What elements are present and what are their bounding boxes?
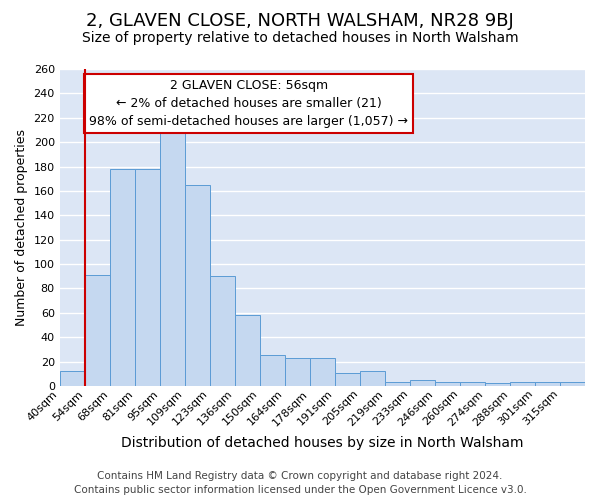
Bar (160, 131, 185, 386)
Bar (360, 372, 385, 386)
Text: Contains HM Land Registry data © Crown copyright and database right 2024.
Contai: Contains HM Land Registry data © Crown c… (74, 471, 526, 495)
Bar (410, 380, 435, 386)
X-axis label: Distribution of detached houses by size in North Walsham: Distribution of detached houses by size … (121, 436, 524, 450)
Bar (235, 315, 260, 386)
Bar (385, 382, 410, 386)
Bar (510, 382, 535, 386)
Bar (285, 358, 310, 386)
Text: Size of property relative to detached houses in North Walsham: Size of property relative to detached ho… (82, 31, 518, 45)
Bar (110, 169, 135, 386)
Bar (560, 382, 585, 386)
Text: 2 GLAVEN CLOSE: 56sqm
← 2% of detached houses are smaller (21)
98% of semi-detac: 2 GLAVEN CLOSE: 56sqm ← 2% of detached h… (89, 78, 408, 128)
Bar (135, 169, 160, 386)
Y-axis label: Number of detached properties: Number of detached properties (15, 129, 28, 326)
Bar (310, 358, 335, 386)
Bar (260, 356, 285, 386)
Bar (335, 372, 360, 386)
Bar (485, 384, 510, 386)
Bar (59, 372, 85, 386)
Bar (435, 382, 460, 386)
Bar (210, 276, 235, 386)
Bar (85, 275, 110, 386)
Text: 2, GLAVEN CLOSE, NORTH WALSHAM, NR28 9BJ: 2, GLAVEN CLOSE, NORTH WALSHAM, NR28 9BJ (86, 12, 514, 30)
Bar (185, 185, 210, 386)
Bar (535, 382, 560, 386)
Bar (460, 382, 485, 386)
